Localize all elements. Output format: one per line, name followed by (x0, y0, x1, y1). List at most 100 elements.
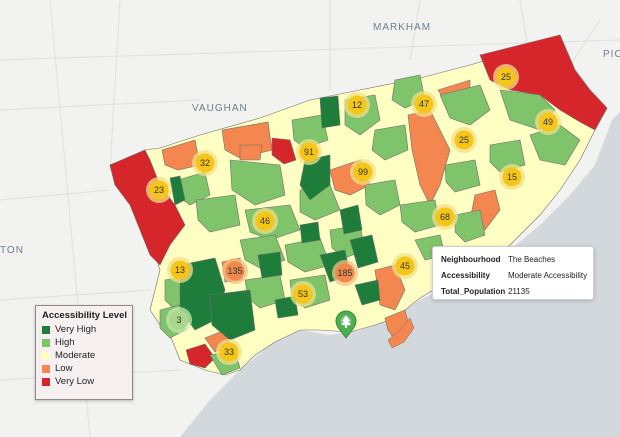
cluster-core (353, 162, 373, 182)
region-veryhigh-5[interactable] (209, 289, 256, 341)
cluster-core (219, 342, 239, 362)
cluster-count: 25 (501, 72, 511, 82)
cluster-count: 185 (337, 268, 352, 278)
cluster-count: 12 (352, 100, 362, 110)
cluster-marker[interactable]: 33 (216, 339, 242, 365)
region-veryhigh-9[interactable] (339, 204, 363, 235)
cluster-count: 47 (419, 99, 429, 109)
tree-marker[interactable] (335, 310, 357, 339)
region-low-3[interactable] (407, 109, 451, 206)
region-low-5[interactable] (239, 144, 263, 161)
cluster-marker[interactable]: 3 (166, 307, 192, 333)
region-high-6[interactable] (371, 124, 409, 161)
cluster-marker[interactable]: 185 (332, 260, 358, 286)
cluster-marker[interactable]: 91 (296, 139, 322, 165)
cluster-marker[interactable]: 25 (493, 64, 519, 90)
region-verylow-south[interactable] (185, 343, 216, 369)
neighbourhood-popup[interactable]: Neighbourhood The Beaches Accessibility … (432, 246, 594, 300)
cluster-core (414, 94, 434, 114)
cluster-marker[interactable]: 13 (167, 257, 193, 283)
region-verylow-etobicoke-north[interactable] (109, 149, 186, 266)
cluster-marker[interactable]: 53 (290, 281, 316, 307)
region-low-2[interactable] (161, 139, 201, 171)
cluster-marker[interactable]: 45 (392, 253, 418, 279)
cluster-count: 3 (176, 315, 181, 325)
cluster-count: 23 (154, 185, 164, 195)
region-veryhigh-2[interactable] (169, 175, 186, 206)
region-high-2[interactable] (439, 84, 491, 126)
cluster-marker[interactable]: 135 (222, 258, 248, 284)
popup-row-population: Total_Population 21135 (441, 286, 530, 296)
region-verylow-malvern[interactable] (479, 34, 608, 131)
legend-item-low: Low (42, 362, 132, 375)
tree-icon (341, 315, 351, 328)
cluster-core (538, 112, 558, 132)
cluster-count: 33 (224, 347, 234, 357)
region-veryhigh-8[interactable] (349, 234, 379, 269)
cluster-count: 91 (304, 147, 314, 157)
place-label-ton: TON (0, 245, 24, 256)
cluster-count: 15 (507, 172, 517, 182)
cluster-core (169, 310, 189, 330)
cluster-core (496, 67, 516, 87)
cluster-marker[interactable]: 32 (192, 150, 218, 176)
region-high-10[interactable] (195, 194, 241, 233)
region-veryhigh-12[interactable] (274, 295, 299, 319)
cluster-core (347, 95, 367, 115)
region-veryhigh-11[interactable] (299, 221, 321, 244)
region-high-17[interactable] (454, 209, 486, 243)
cluster-marker[interactable]: 49 (535, 109, 561, 135)
legend-item-very-high: Very High (42, 323, 132, 336)
legend-item-high: High (42, 336, 132, 349)
legend-title: Accessibility Level (42, 310, 128, 321)
cluster-marker[interactable]: 12 (344, 92, 370, 118)
legend-swatch (42, 325, 50, 334)
legend-swatch (42, 364, 50, 373)
cluster-marker[interactable]: 23 (146, 177, 172, 203)
region-veryhigh-10[interactable] (354, 279, 381, 306)
cluster-marker[interactable]: 68 (432, 204, 458, 230)
cluster-count: 49 (543, 117, 553, 127)
cluster-core (502, 167, 522, 187)
cluster-marker[interactable]: 46 (252, 208, 278, 234)
region-veryhigh-1[interactable] (319, 95, 341, 129)
cluster-marker[interactable]: 47 (411, 91, 437, 117)
cluster-marker[interactable]: 25 (451, 127, 477, 153)
region-high-8[interactable] (229, 159, 286, 206)
cluster-core (225, 261, 245, 281)
cluster-count: 135 (227, 266, 242, 276)
place-label-pic: PIC (603, 49, 620, 60)
cluster-core (395, 256, 415, 276)
cluster-marker[interactable]: 99 (350, 159, 376, 185)
cluster-core (299, 142, 319, 162)
region-high-14[interactable] (399, 199, 441, 233)
cluster-core (149, 180, 169, 200)
cluster-count: 68 (440, 212, 450, 222)
cluster-count: 99 (358, 167, 368, 177)
place-label-vaughan: VAUGHAN (192, 103, 248, 114)
cluster-core (170, 260, 190, 280)
region-verylow-central[interactable] (271, 137, 297, 165)
toronto-islands[interactable] (387, 317, 415, 349)
region-veryhigh-6[interactable] (257, 251, 283, 279)
cluster-count: 25 (459, 135, 469, 145)
cluster-core (195, 153, 215, 173)
region-high-13[interactable] (364, 179, 401, 216)
cluster-count: 45 (400, 261, 410, 271)
legend-item-moderate: Moderate (42, 349, 132, 362)
cluster-core (255, 211, 275, 231)
lake-ontario (180, 112, 620, 437)
cluster-core (435, 207, 455, 227)
legend-panel: Accessibility Level Very High High Moder… (35, 305, 133, 400)
toronto-neighbourhoods (109, 34, 608, 376)
region-high-15[interactable] (444, 159, 481, 193)
cluster-core (335, 263, 355, 283)
place-label-markham: MARKHAM (373, 22, 432, 33)
cluster-count: 46 (260, 216, 270, 226)
legend-swatch (42, 377, 50, 386)
region-veryhigh-3[interactable] (299, 154, 331, 201)
cluster-count: 53 (298, 289, 308, 299)
legend-swatch (42, 338, 50, 347)
cluster-marker[interactable]: 15 (499, 164, 525, 190)
